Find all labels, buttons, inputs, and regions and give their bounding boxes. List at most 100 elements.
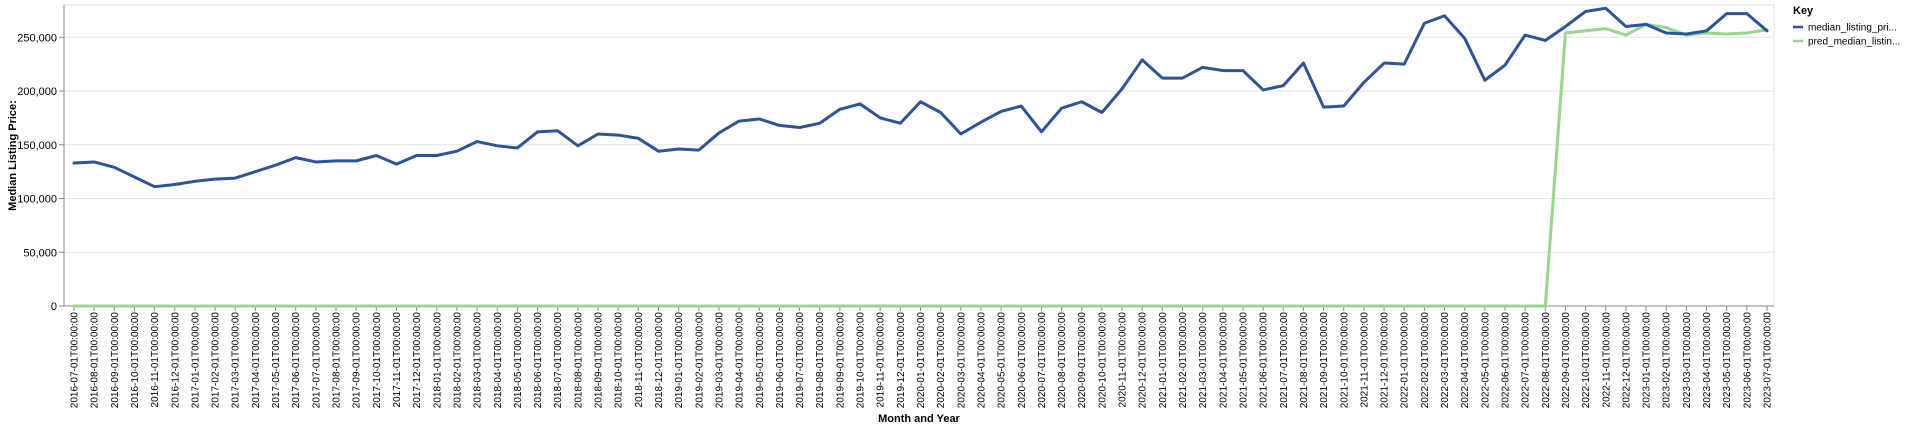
x-tick-label: 2020-10-01T00:00:00 bbox=[1097, 312, 1108, 409]
x-tick-label: 2021-07-01T00:00:00 bbox=[1279, 312, 1290, 409]
y-tick-label: 200,000 bbox=[17, 86, 57, 98]
x-axis-title: Month and Year bbox=[878, 413, 960, 425]
x-tick-label: 2016-12-01T00:00:00 bbox=[170, 312, 181, 409]
x-tick-label: 2022-06-01T00:00:00 bbox=[1500, 312, 1511, 409]
x-tick-label: 2020-09-01T00:00:00 bbox=[1077, 312, 1088, 409]
x-tick-label: 2016-10-01T00:00:00 bbox=[130, 312, 141, 409]
legend: Key median_listing_pri... pred_median_lis… bbox=[1793, 5, 1900, 48]
y-axis-title: Median Listing Price: bbox=[7, 100, 19, 211]
x-tick-label: 2019-04-01T00:00:00 bbox=[735, 312, 746, 409]
x-tick-label: 2017-12-01T00:00:00 bbox=[412, 312, 423, 409]
x-tick-label: 2022-04-01T00:00:00 bbox=[1460, 312, 1471, 409]
x-tick-label: 2017-03-01T00:00:00 bbox=[231, 312, 242, 409]
x-tick-label: 2018-09-01T00:00:00 bbox=[594, 312, 605, 409]
x-tick-label: 2022-08-01T00:00:00 bbox=[1541, 312, 1552, 409]
x-tick-label: 2018-10-01T00:00:00 bbox=[614, 312, 625, 409]
x-tick-label: 2023-02-01T00:00:00 bbox=[1662, 312, 1673, 409]
x-tick-label: 2021-05-01T00:00:00 bbox=[1238, 312, 1249, 409]
x-tick-label: 2019-11-01T00:00:00 bbox=[876, 312, 887, 408]
y-tick-label: 50,000 bbox=[23, 247, 57, 259]
x-tick-label: 2017-08-01T00:00:00 bbox=[332, 312, 343, 409]
x-tick-label: 2021-12-01T00:00:00 bbox=[1380, 312, 1391, 409]
x-tick-label: 2017-05-01T00:00:00 bbox=[271, 312, 282, 409]
y-tick-label: 100,000 bbox=[17, 194, 57, 206]
x-tick-label: 2020-04-01T00:00:00 bbox=[976, 312, 987, 409]
x-tick-label: 2016-07-01T00:00:00 bbox=[70, 312, 81, 409]
x-tick-label: 2018-11-01T00:00:00 bbox=[634, 312, 645, 408]
x-tick-label: 2023-05-01T00:00:00 bbox=[1722, 312, 1733, 409]
y-tick-label: 250,000 bbox=[17, 32, 57, 44]
x-tick-label: 2016-11-01T00:00:00 bbox=[150, 312, 161, 408]
x-tick-label: 2018-02-01T00:00:00 bbox=[452, 312, 463, 409]
x-tick-label: 2018-01-01T00:00:00 bbox=[432, 312, 443, 409]
x-tick-label: 2022-02-01T00:00:00 bbox=[1420, 312, 1431, 409]
x-tick-label: 2017-10-01T00:00:00 bbox=[372, 312, 383, 409]
x-tick-label: 2020-05-01T00:00:00 bbox=[997, 312, 1008, 409]
x-tick-label: 2023-04-01T00:00:00 bbox=[1702, 312, 1713, 409]
x-tick-label: 2022-12-01T00:00:00 bbox=[1621, 312, 1632, 409]
x-tick-label: 2017-02-01T00:00:00 bbox=[211, 312, 222, 409]
legend-title: Key bbox=[1793, 5, 1814, 17]
series-line-1 bbox=[72, 6, 1769, 189]
x-tick-label: 2020-01-01T00:00:00 bbox=[916, 312, 927, 409]
x-tick-label: 2020-03-01T00:00:00 bbox=[956, 312, 967, 409]
x-tick-label: 2020-08-01T00:00:00 bbox=[1057, 312, 1068, 409]
x-tick-label: 2023-03-01T00:00:00 bbox=[1682, 312, 1693, 409]
x-tick-label: 2022-07-01T00:00:00 bbox=[1521, 312, 1532, 409]
y-axis: 0 50,000 100,000 150,000 200,000 250,000 bbox=[17, 5, 65, 313]
x-tick-label: 2017-09-01T00:00:00 bbox=[352, 312, 363, 409]
x-tick-label: 2021-11-01T00:00:00 bbox=[1359, 312, 1370, 408]
legend-label-1: median_listing_pri... bbox=[1808, 23, 1897, 34]
series-line-2 bbox=[72, 22, 1769, 308]
x-tick-label: 2017-07-01T00:00:00 bbox=[311, 312, 322, 409]
x-tick-label: 2021-10-01T00:00:00 bbox=[1339, 312, 1350, 409]
x-tick-label: 2018-08-01T00:00:00 bbox=[573, 312, 584, 409]
x-tick-label: 2018-03-01T00:00:00 bbox=[473, 312, 484, 409]
x-tick-label: 2017-01-01T00:00:00 bbox=[190, 312, 201, 409]
x-tick-label: 2021-06-01T00:00:00 bbox=[1259, 312, 1270, 409]
x-tick-label: 2023-01-01T00:00:00 bbox=[1642, 312, 1653, 409]
x-tick-label: 2021-09-01T00:00:00 bbox=[1319, 312, 1330, 409]
x-tick-label: 2019-01-01T00:00:00 bbox=[674, 312, 685, 409]
x-tick-label: 2018-12-01T00:00:00 bbox=[654, 312, 665, 409]
x-tick-label: 2016-09-01T00:00:00 bbox=[110, 312, 121, 409]
x-tick-label: 2017-06-01T00:00:00 bbox=[291, 312, 302, 409]
x-tick-label: 2022-05-01T00:00:00 bbox=[1480, 312, 1491, 409]
x-tick-label: 2019-03-01T00:00:00 bbox=[714, 312, 725, 409]
x-tick-label: 2018-06-01T00:00:00 bbox=[533, 312, 544, 409]
x-tick-label: 2022-11-01T00:00:00 bbox=[1601, 312, 1612, 408]
x-axis: 2016-07-01T00:00:00 2016-08-01T00:00:00 20… bbox=[64, 305, 1774, 409]
x-tick-label: 2019-09-01T00:00:00 bbox=[835, 312, 846, 409]
series-layer bbox=[72, 6, 1769, 308]
x-tick-label: 2019-06-01T00:00:00 bbox=[775, 312, 786, 409]
x-tick-label: 2021-04-01T00:00:00 bbox=[1218, 312, 1229, 409]
x-tick-label: 2016-08-01T00:00:00 bbox=[90, 312, 101, 409]
y-tick-label: 0 bbox=[51, 301, 57, 313]
x-tick-label: 2019-10-01T00:00:00 bbox=[856, 312, 867, 409]
x-tick-label: 2022-01-01T00:00:00 bbox=[1400, 312, 1411, 409]
x-tick-label: 2022-09-01T00:00:00 bbox=[1561, 312, 1572, 409]
legend-label-2: pred_median_listin... bbox=[1808, 37, 1900, 48]
x-tick-label: 2020-12-01T00:00:00 bbox=[1138, 312, 1149, 409]
x-tick-label: 2017-04-01T00:00:00 bbox=[251, 312, 262, 409]
x-tick-label: 2020-07-01T00:00:00 bbox=[1037, 312, 1048, 409]
x-tick-label: 2021-08-01T00:00:00 bbox=[1299, 312, 1310, 409]
x-tick-label: 2020-06-01T00:00:00 bbox=[1017, 312, 1028, 409]
x-tick-label: 2021-01-01T00:00:00 bbox=[1158, 312, 1169, 409]
x-tick-label: 2019-07-01T00:00:00 bbox=[795, 312, 806, 409]
x-tick-label: 2017-11-01T00:00:00 bbox=[392, 312, 403, 408]
x-tick-label: 2023-07-01T00:00:00 bbox=[1763, 312, 1774, 409]
x-tick-label: 2022-03-01T00:00:00 bbox=[1440, 312, 1451, 409]
x-tick-label: 2019-08-01T00:00:00 bbox=[815, 312, 826, 409]
x-tick-label: 2020-11-01T00:00:00 bbox=[1118, 312, 1129, 408]
y-tick-label: 150,000 bbox=[17, 140, 57, 152]
x-tick-label: 2019-02-01T00:00:00 bbox=[694, 312, 705, 409]
x-tick-label: 2020-02-01T00:00:00 bbox=[936, 312, 947, 409]
x-tick-label: 2022-10-01T00:00:00 bbox=[1581, 312, 1592, 409]
x-tick-label: 2021-03-01T00:00:00 bbox=[1198, 312, 1209, 409]
x-tick-label: 2019-05-01T00:00:00 bbox=[755, 312, 766, 409]
plot-background bbox=[63, 4, 1775, 307]
x-tick-label: 2019-12-01T00:00:00 bbox=[896, 312, 907, 409]
x-tick-label: 2018-07-01T00:00:00 bbox=[553, 312, 564, 409]
x-tick-label: 2018-05-01T00:00:00 bbox=[513, 312, 524, 409]
